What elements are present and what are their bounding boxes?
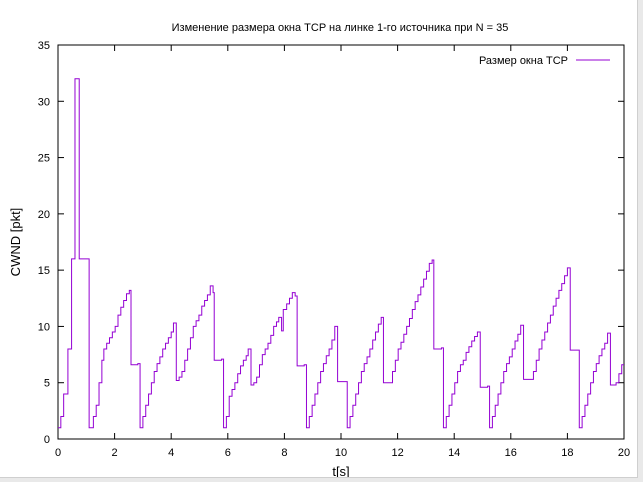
x-tick-label: 0 [55, 447, 61, 459]
x-tick-label: 6 [225, 447, 231, 459]
x-tick-label: 16 [505, 447, 517, 459]
legend: Размер окна TCP [479, 55, 610, 67]
axis-tick-labels: 0 2 4 6 8 10 12 14 16 18 20 0 5 10 15 20 25 30 35 [38, 40, 630, 459]
y-tick-label: 0 [44, 434, 50, 446]
series-line-cwnd [58, 78, 624, 429]
y-axis-label: CWND [pkt] [8, 208, 23, 277]
x-tick-label: 14 [448, 447, 460, 459]
x-tick-label: 8 [281, 447, 287, 459]
x-tick-label: 12 [391, 447, 403, 459]
y-tick-label: 5 [44, 378, 50, 390]
y-tick-label: 20 [38, 209, 50, 221]
y-tick-label: 35 [38, 40, 50, 52]
y-tick-label: 25 [38, 153, 50, 165]
x-tick-label: 10 [335, 447, 347, 459]
y-tick-label: 15 [38, 265, 50, 277]
x-tick-label: 18 [561, 447, 573, 459]
x-tick-label: 20 [618, 447, 630, 459]
x-tick-label: 2 [112, 447, 118, 459]
legend-label: Размер окна TCP [479, 55, 568, 67]
axis-ticks [57, 44, 625, 440]
x-axis-label: t[s] [332, 464, 349, 477]
y-tick-label: 10 [38, 321, 50, 333]
y-tick-label: 30 [38, 96, 50, 108]
chart-title: Изменение размера окна TCP на линке 1-го… [172, 22, 509, 34]
plot-area-border [57, 44, 625, 440]
x-tick-label: 4 [168, 447, 174, 459]
